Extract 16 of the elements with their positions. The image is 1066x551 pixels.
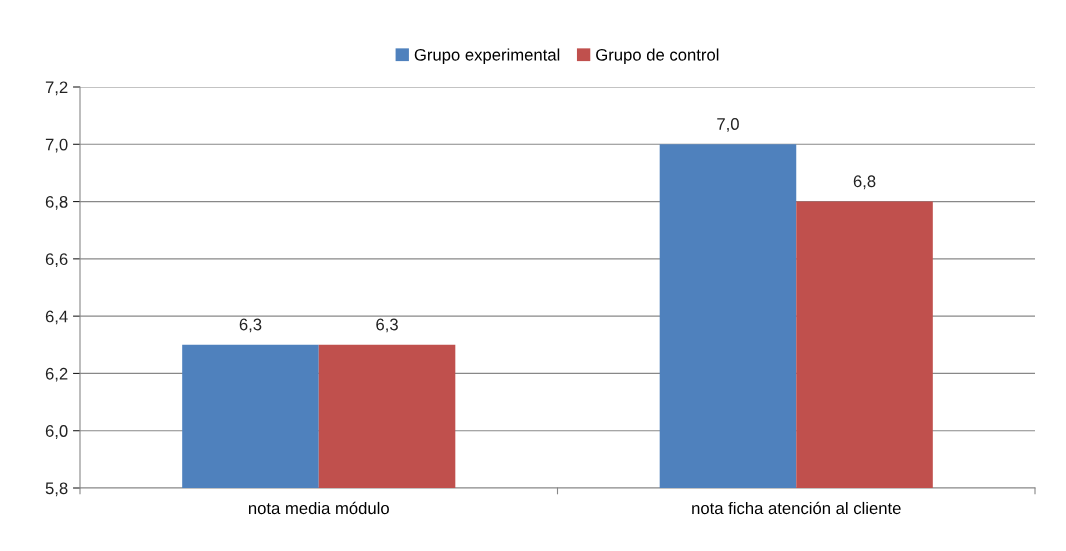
legend-label: Grupo de control [596,48,719,64]
legend-label: Grupo experimental [414,48,560,64]
y-tick-label: 6,8 [45,195,68,210]
data-label: 6,8 [853,175,876,190]
data-label: 6,3 [376,318,398,333]
data-label: 6,3 [239,318,262,333]
y-tick-label: 6,0 [45,425,68,439]
x-tick-label: nota ficha atención al cliente [692,501,901,515]
y-tick-label: 7,2 [45,81,68,96]
x-tick-label: nota media módulo [248,501,389,515]
data-label: 7,0 [717,118,739,132]
y-tick-label: 6,4 [45,310,68,325]
y-tick-label: 7,0 [45,138,68,153]
y-tick-label: 5,8 [45,482,68,497]
y-tick-label: 6,6 [45,253,68,268]
y-tick-label: 6,2 [45,367,68,382]
